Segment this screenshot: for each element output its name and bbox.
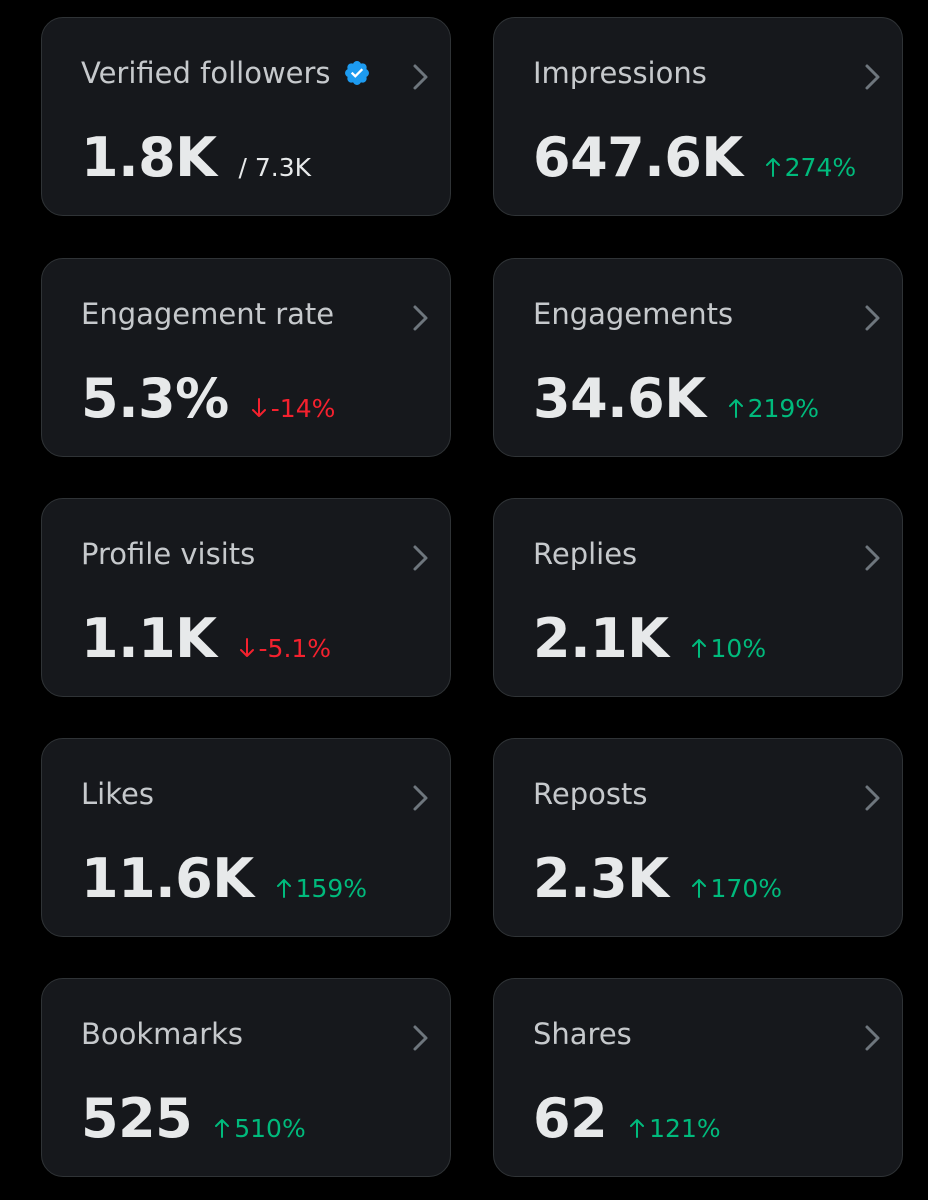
card-title: Bookmarks	[81, 1017, 244, 1051]
metric-change: 510%	[214, 1114, 306, 1143]
verified-badge-icon	[344, 61, 369, 85]
card-engagement-rate[interactable]: Engagement rate 5.3% -14%	[41, 258, 451, 457]
metric-value: 34.6K	[533, 367, 706, 430]
card-replies[interactable]: Replies 2.1K 10%	[493, 498, 903, 697]
metric-value: 647.6K	[533, 126, 743, 189]
metric-value: 2.3K	[533, 847, 669, 910]
chevron-right-icon	[413, 785, 428, 811]
metric-change: 121%	[629, 1114, 721, 1143]
metric-row: 525 510%	[81, 1087, 306, 1150]
arrow-up-icon	[728, 399, 743, 418]
card-title: Replies	[533, 537, 638, 571]
metric-total: / 7.3K	[238, 153, 312, 182]
metric-row: 11.6K 159%	[81, 847, 367, 910]
chevron-right-icon	[413, 305, 428, 331]
card-likes[interactable]: Likes 11.6K 159%	[41, 738, 451, 937]
chevron-right-icon	[413, 1025, 428, 1051]
metric-value: 2.1K	[533, 607, 669, 670]
change-percent: 274%	[784, 153, 857, 182]
arrow-up-icon	[765, 158, 780, 177]
change-percent: 219%	[747, 394, 820, 423]
metric-row: 62 121%	[533, 1087, 721, 1150]
metric-value: 1.1K	[81, 607, 217, 670]
change-percent: 510%	[234, 1114, 306, 1143]
metric-row: 1.8K / 7.3K	[81, 126, 311, 189]
card-title: Impressions	[533, 56, 707, 90]
chevron-right-icon	[865, 64, 880, 90]
change-percent: 10%	[710, 634, 767, 663]
metric-change: 170%	[691, 874, 782, 903]
metric-change: -5.1%	[239, 634, 332, 663]
change-percent: -14%	[270, 394, 336, 423]
metric-change: 159%	[276, 874, 367, 903]
metric-value: 11.6K	[81, 847, 254, 910]
arrow-up-icon	[276, 879, 291, 898]
card-engagements[interactable]: Engagements 34.6K 219%	[493, 258, 903, 457]
metric-value: 525	[81, 1087, 193, 1150]
card-title: Engagements	[533, 297, 734, 331]
change-percent: -5.1%	[258, 634, 332, 663]
card-title-wrap: Verified followers	[81, 56, 371, 90]
arrow-down-icon	[239, 638, 254, 657]
card-shares[interactable]: Shares 62 121%	[493, 978, 903, 1177]
card-title: Profile visits	[81, 537, 256, 571]
card-title: Verified followers	[81, 56, 331, 90]
chevron-right-icon	[865, 1025, 880, 1051]
metric-row: 5.3% -14%	[81, 367, 335, 430]
chevron-right-icon	[865, 305, 880, 331]
metric-value: 5.3%	[81, 367, 229, 430]
card-impressions[interactable]: Impressions 647.6K 274%	[493, 17, 903, 216]
metric-value: 1.8K	[81, 126, 217, 189]
arrow-up-icon	[630, 1119, 645, 1138]
card-title: Engagement rate	[81, 297, 335, 331]
metric-row: 2.3K 170%	[533, 847, 782, 910]
change-percent: 159%	[295, 874, 368, 903]
arrow-up-icon	[691, 639, 706, 658]
arrow-up-icon	[691, 879, 706, 898]
chevron-right-icon	[865, 785, 880, 811]
chevron-right-icon	[413, 64, 428, 90]
chevron-right-icon	[413, 545, 428, 571]
metric-change: 219%	[728, 394, 819, 423]
metric-change: -14%	[251, 394, 336, 423]
card-verified-followers[interactable]: Verified followers 1.8K / 7.3K	[41, 17, 451, 216]
metric-value: 62	[533, 1087, 608, 1150]
arrow-up-icon	[215, 1119, 230, 1138]
arrow-down-icon	[251, 398, 266, 417]
chevron-right-icon	[865, 545, 880, 571]
card-title: Shares	[533, 1017, 632, 1051]
metric-change: 10%	[691, 634, 767, 663]
card-title: Likes	[81, 777, 154, 811]
card-profile-visits[interactable]: Profile visits 1.1K -5.1%	[41, 498, 451, 697]
metric-change: 274%	[765, 153, 856, 182]
metric-row: 647.6K 274%	[533, 126, 856, 189]
change-percent: 170%	[710, 874, 782, 903]
card-reposts[interactable]: Reposts 2.3K 170%	[493, 738, 903, 937]
metric-row: 34.6K 219%	[533, 367, 819, 430]
card-title: Reposts	[533, 777, 648, 811]
card-bookmarks[interactable]: Bookmarks 525 510%	[41, 978, 451, 1177]
change-percent: 121%	[649, 1114, 721, 1143]
metric-row: 1.1K -5.1%	[81, 607, 331, 670]
metric-row: 2.1K 10%	[533, 607, 766, 670]
